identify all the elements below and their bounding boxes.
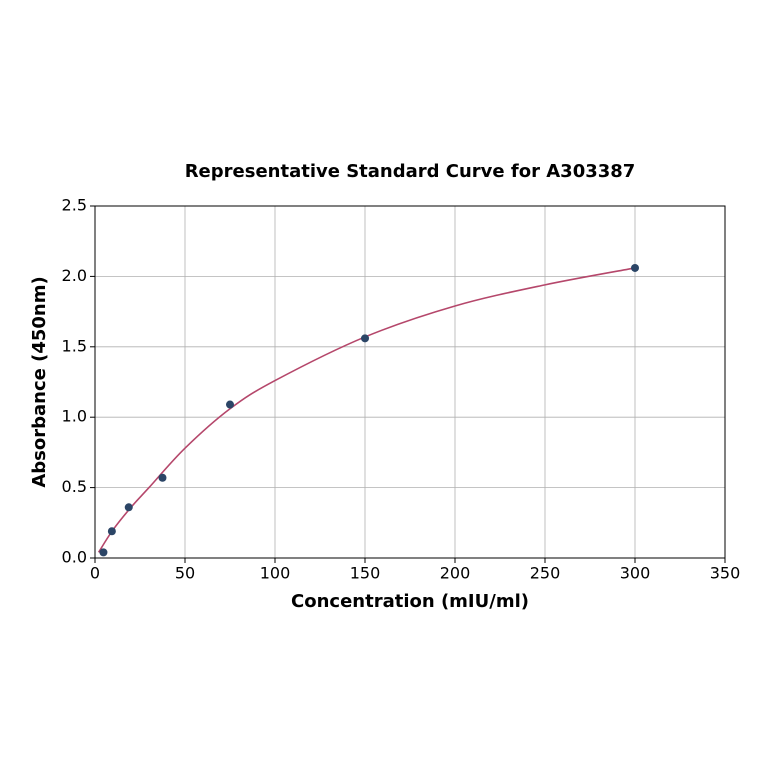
x-tick-label: 300: [620, 564, 651, 583]
y-tick-label: 1.5: [62, 336, 87, 355]
y-tick-label: 2.0: [62, 266, 87, 285]
data-point: [226, 400, 234, 409]
data-point: [361, 334, 369, 343]
data-point: [107, 527, 116, 536]
x-axis-label: Concentration (mIU/ml): [291, 591, 529, 612]
y-axis-label: Absorbance (450nm): [29, 276, 50, 487]
data-point: [158, 473, 167, 482]
x-tick-label: 150: [350, 564, 381, 583]
x-tick-label: 250: [530, 564, 561, 583]
y-tick-label: 0.0: [62, 548, 87, 567]
data-point: [631, 263, 639, 272]
y-tick-label: 0.5: [62, 477, 87, 496]
x-tick-label: 50: [175, 564, 195, 583]
x-tick-label: 200: [440, 564, 471, 583]
data-point: [124, 503, 133, 512]
chart-title: Representative Standard Curve for A30338…: [185, 161, 636, 182]
x-tick-label: 350: [710, 564, 741, 583]
data-point: [99, 548, 108, 557]
y-tick-label: 2.5: [62, 196, 87, 215]
plot-frame: [94, 205, 726, 559]
y-tick-label: 1.0: [62, 407, 87, 426]
x-tick-label: 100: [260, 564, 291, 583]
x-tick-label: 0: [90, 564, 100, 583]
fit-curve: [97, 267, 636, 553]
